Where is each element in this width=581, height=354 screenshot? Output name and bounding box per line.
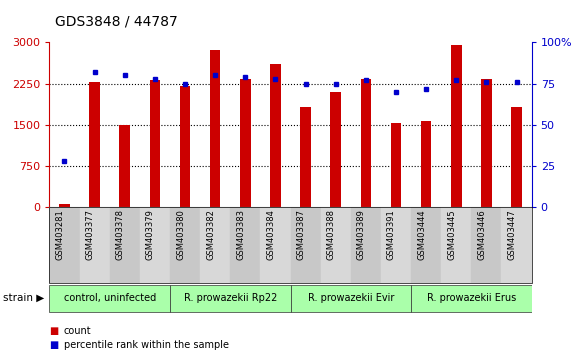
Bar: [381, 207, 411, 283]
Text: GSM403378: GSM403378: [116, 209, 125, 261]
Text: GSM403447: GSM403447: [508, 209, 517, 260]
Bar: [89, 82, 100, 207]
Bar: [200, 207, 230, 283]
Text: strain ▶: strain ▶: [3, 293, 44, 303]
Text: ■: ■: [49, 326, 59, 336]
Text: GSM403382: GSM403382: [206, 209, 215, 260]
Bar: [351, 207, 381, 283]
Bar: [170, 207, 200, 283]
Bar: [120, 125, 130, 207]
Bar: [170, 285, 290, 312]
Bar: [240, 79, 250, 207]
Bar: [290, 207, 321, 283]
Text: GDS3848 / 44787: GDS3848 / 44787: [55, 14, 178, 28]
Bar: [290, 285, 411, 312]
Bar: [140, 207, 170, 283]
Text: GSM403380: GSM403380: [176, 209, 185, 260]
Bar: [421, 121, 432, 207]
Bar: [331, 92, 341, 207]
Bar: [80, 207, 110, 283]
Text: R. prowazekii Rp22: R. prowazekii Rp22: [184, 293, 277, 303]
Text: GSM403388: GSM403388: [327, 209, 336, 261]
Bar: [451, 45, 461, 207]
Bar: [501, 207, 532, 283]
Bar: [471, 207, 501, 283]
Text: GSM403446: GSM403446: [478, 209, 486, 260]
Text: GSM403379: GSM403379: [146, 209, 155, 260]
Text: GSM403377: GSM403377: [85, 209, 95, 261]
Bar: [59, 204, 70, 207]
Bar: [300, 107, 311, 207]
Text: GSM403444: GSM403444: [417, 209, 426, 260]
Bar: [390, 122, 401, 207]
Bar: [230, 207, 260, 283]
Text: control, uninfected: control, uninfected: [63, 293, 156, 303]
Text: GSM403387: GSM403387: [296, 209, 306, 261]
Bar: [321, 207, 351, 283]
Bar: [481, 79, 492, 207]
Bar: [260, 207, 290, 283]
Bar: [180, 86, 191, 207]
Bar: [49, 207, 80, 283]
Text: GSM403391: GSM403391: [387, 209, 396, 260]
Text: R. prowazekii Erus: R. prowazekii Erus: [426, 293, 516, 303]
Bar: [270, 64, 281, 207]
Bar: [361, 79, 371, 207]
Text: ■: ■: [49, 340, 59, 350]
Text: count: count: [64, 326, 92, 336]
Text: R. prowazekii Evir: R. prowazekii Evir: [307, 293, 394, 303]
Text: GSM403445: GSM403445: [447, 209, 456, 260]
Text: GSM403281: GSM403281: [55, 209, 64, 260]
Text: GSM403384: GSM403384: [267, 209, 275, 260]
Bar: [511, 107, 522, 207]
Bar: [210, 50, 220, 207]
Bar: [149, 80, 160, 207]
Text: GSM403389: GSM403389: [357, 209, 366, 260]
Text: percentile rank within the sample: percentile rank within the sample: [64, 340, 229, 350]
Bar: [441, 207, 471, 283]
Bar: [411, 207, 441, 283]
Bar: [110, 207, 140, 283]
Text: GSM403383: GSM403383: [236, 209, 245, 261]
Bar: [49, 285, 170, 312]
Bar: [411, 285, 532, 312]
